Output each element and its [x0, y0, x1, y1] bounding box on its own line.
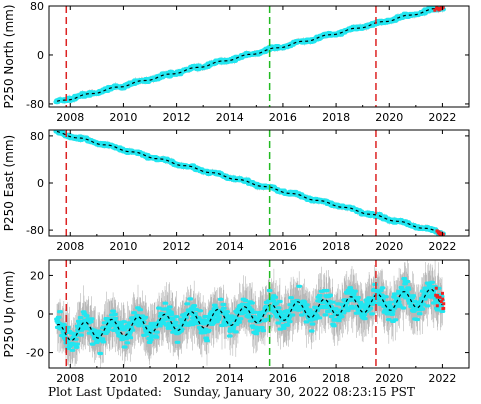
recent-point [441, 232, 445, 236]
recent-points [433, 6, 445, 12]
panel-1: -80 0 80 2008 2010 2012 2014 2016 2018 2020 2022 P2… [2, 0, 470, 124]
panel-3: -20 0 20 2008 2010 2012 2014 2016 2018 2020 2022 P2… [2, 259, 470, 385]
y-tick-label: 0 [37, 308, 44, 321]
y-tick-label: 80 [30, 0, 44, 13]
recent-point [442, 302, 446, 306]
recent-points [434, 286, 446, 311]
x-tick-label: 2016 [269, 372, 297, 385]
recent-point [442, 306, 446, 310]
x-tick-label: 2008 [56, 240, 84, 253]
x-tick-label: 2022 [428, 372, 456, 385]
x-tick-label: 2012 [163, 372, 191, 385]
recent-point [439, 300, 443, 304]
recent-point [441, 6, 445, 10]
model-fit-line [56, 288, 443, 342]
recent-point [439, 7, 443, 11]
x-tick-label: 2010 [109, 372, 137, 385]
recent-point [434, 293, 438, 297]
y-tick-label: -20 [26, 347, 44, 360]
recent-point [435, 7, 439, 11]
x-tick-label: 2008 [56, 372, 84, 385]
x-tick-label: 2010 [109, 240, 137, 253]
recent-point [434, 286, 438, 290]
model-fit-line [56, 130, 443, 235]
x-tick-label: 2020 [375, 372, 403, 385]
recent-point [436, 295, 440, 299]
x-tick-label: 2012 [163, 240, 191, 253]
x-tick-label: 2020 [375, 240, 403, 253]
x-tick-label: 2014 [216, 111, 244, 124]
y-tick-label: -80 [26, 224, 44, 237]
recent-point [439, 232, 443, 236]
x-tick-label: 2018 [322, 372, 350, 385]
recent-point [435, 304, 439, 308]
x-tick-label: 2018 [322, 240, 350, 253]
x-tick-label: 2022 [428, 111, 456, 124]
x-tick-label: 2020 [375, 111, 403, 124]
plot-updated-footer: Plot Last Updated: Sunday, January 30, 2… [48, 385, 415, 399]
recent-point [437, 231, 441, 235]
recent-point [433, 8, 437, 12]
recent-point [441, 297, 445, 301]
x-tick-label: 2014 [216, 240, 244, 253]
x-tick-label: 2014 [216, 372, 244, 385]
y-tick-label: 80 [30, 130, 44, 143]
y-tick-label: -80 [26, 98, 44, 111]
recent-point [440, 291, 444, 295]
x-tick-label: 2016 [269, 240, 297, 253]
y-tick-label: 0 [37, 177, 44, 190]
x-tick-label: 2018 [322, 111, 350, 124]
recent-point [438, 295, 442, 299]
recent-point [435, 294, 439, 298]
x-tick-label: 2016 [269, 111, 297, 124]
model-fit-line [56, 7, 443, 102]
x-tick-label: 2012 [163, 111, 191, 124]
x-tick-label: 2010 [109, 111, 137, 124]
recent-points [435, 229, 445, 236]
y-tick-label: 0 [37, 49, 44, 62]
y-axis-title: P250 Up (mm) [2, 271, 16, 358]
panel-2: -80 0 80 2008 2010 2012 2014 2016 2018 2020 2022 P2… [2, 129, 470, 253]
recent-point [437, 8, 441, 12]
y-tick-label: 20 [30, 269, 44, 282]
x-tick-label: 2008 [56, 111, 84, 124]
recent-point [435, 229, 439, 233]
y-axis-title: P250 East (mm) [2, 135, 16, 231]
panel-frame [48, 5, 470, 108]
y-axis-title: P250 North (mm) [2, 4, 16, 108]
x-tick-label: 2022 [428, 240, 456, 253]
